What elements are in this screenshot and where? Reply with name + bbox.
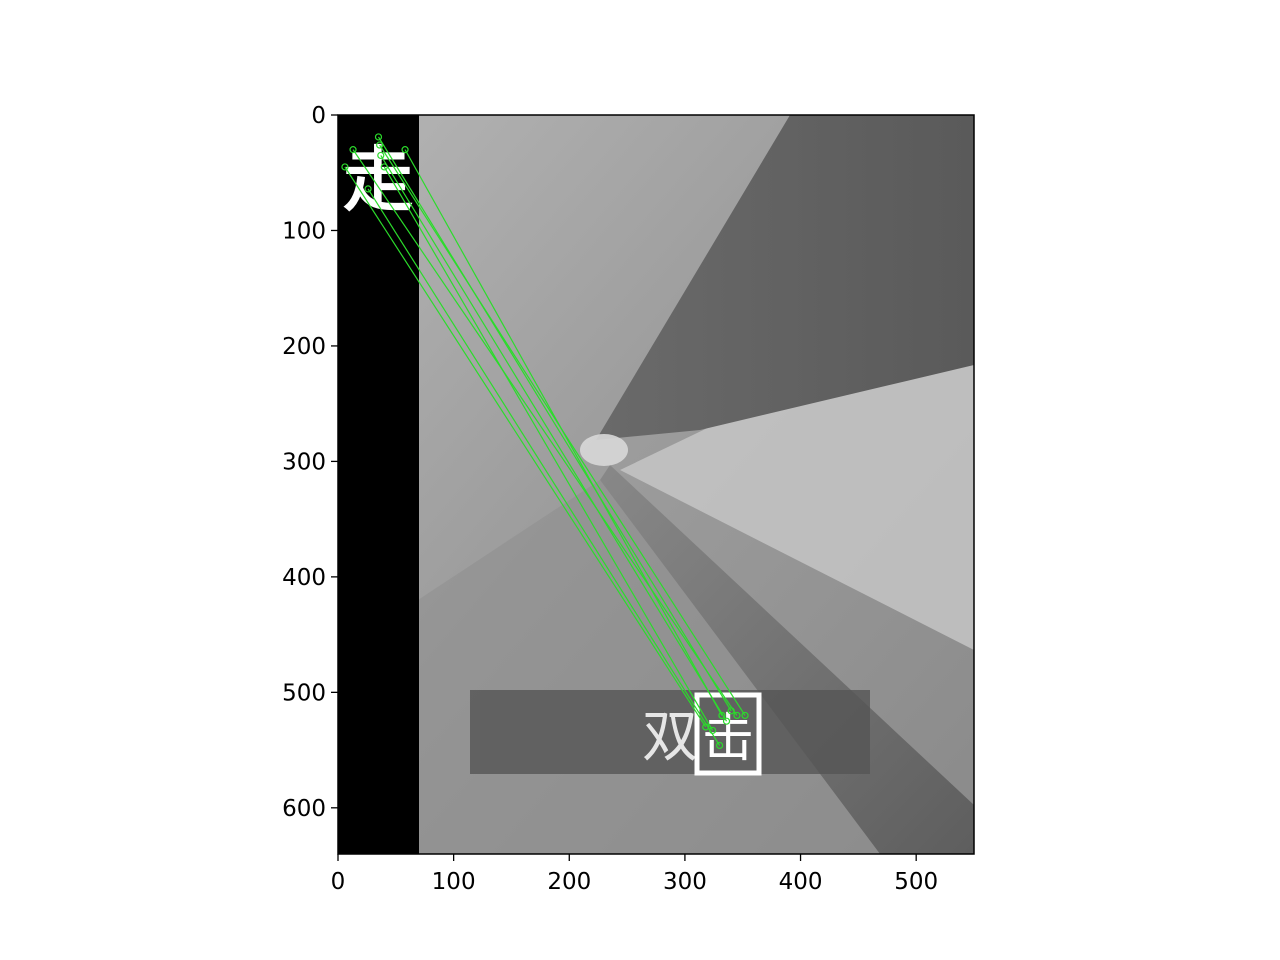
match-line (344, 166, 707, 728)
x-tick-label: 0 (331, 869, 346, 895)
match-keypoint-source (380, 163, 388, 171)
match-line (380, 155, 728, 722)
match-keypoint-source (401, 146, 409, 154)
lower-diagonal-wing (600, 465, 974, 854)
displayed-image: 走 双 击 (338, 115, 974, 854)
match-keypoint-source (349, 146, 357, 154)
match-line (377, 136, 732, 712)
match-keypoint-target (722, 717, 731, 725)
axes-frame (337, 114, 975, 855)
x-tick-label: 300 (663, 869, 707, 895)
feature-match-lines (341, 133, 749, 750)
match-keypoint-source (377, 151, 385, 160)
upper-dark-wing (596, 115, 974, 440)
caption-highlight-box (694, 692, 762, 776)
x-tick-label: 100 (432, 869, 476, 895)
match-keypoint-source (374, 133, 383, 141)
match-keypoint-source (376, 141, 384, 149)
match-keypoint-target (733, 711, 741, 720)
match-line (367, 188, 721, 746)
knot-highlight (580, 434, 628, 466)
y-axis: 0 100 200 300 400 500 600 (282, 103, 338, 822)
match-line (352, 149, 738, 716)
match-keypoint-target (715, 741, 724, 750)
y-tick-label: 500 (282, 680, 326, 706)
match-keypoint-target (718, 711, 726, 720)
y-tick-label: 200 (282, 334, 326, 360)
y-tick-label: 100 (282, 218, 326, 244)
left-black-bar (338, 115, 419, 854)
match-keypoint-source (364, 185, 372, 193)
y-tick-label: 400 (282, 565, 326, 591)
x-axis: 0 100 200 300 400 500 (331, 854, 938, 895)
x-tick-label: 200 (547, 869, 591, 895)
x-tick-label: 400 (779, 869, 823, 895)
caption-band (470, 690, 870, 774)
match-line (404, 149, 723, 716)
match-keypoint-target (741, 711, 749, 720)
match-keypoint-target (709, 726, 717, 735)
match-keypoint-source (341, 163, 349, 171)
match-line (383, 166, 714, 731)
y-tick-label: 300 (282, 449, 326, 475)
bright-right-region (620, 300, 974, 650)
x-tick-label: 500 (894, 869, 938, 895)
y-tick-label: 0 (311, 103, 326, 129)
caption-glyph-left: 双 (642, 705, 698, 770)
y-tick-label: 600 (282, 796, 326, 822)
